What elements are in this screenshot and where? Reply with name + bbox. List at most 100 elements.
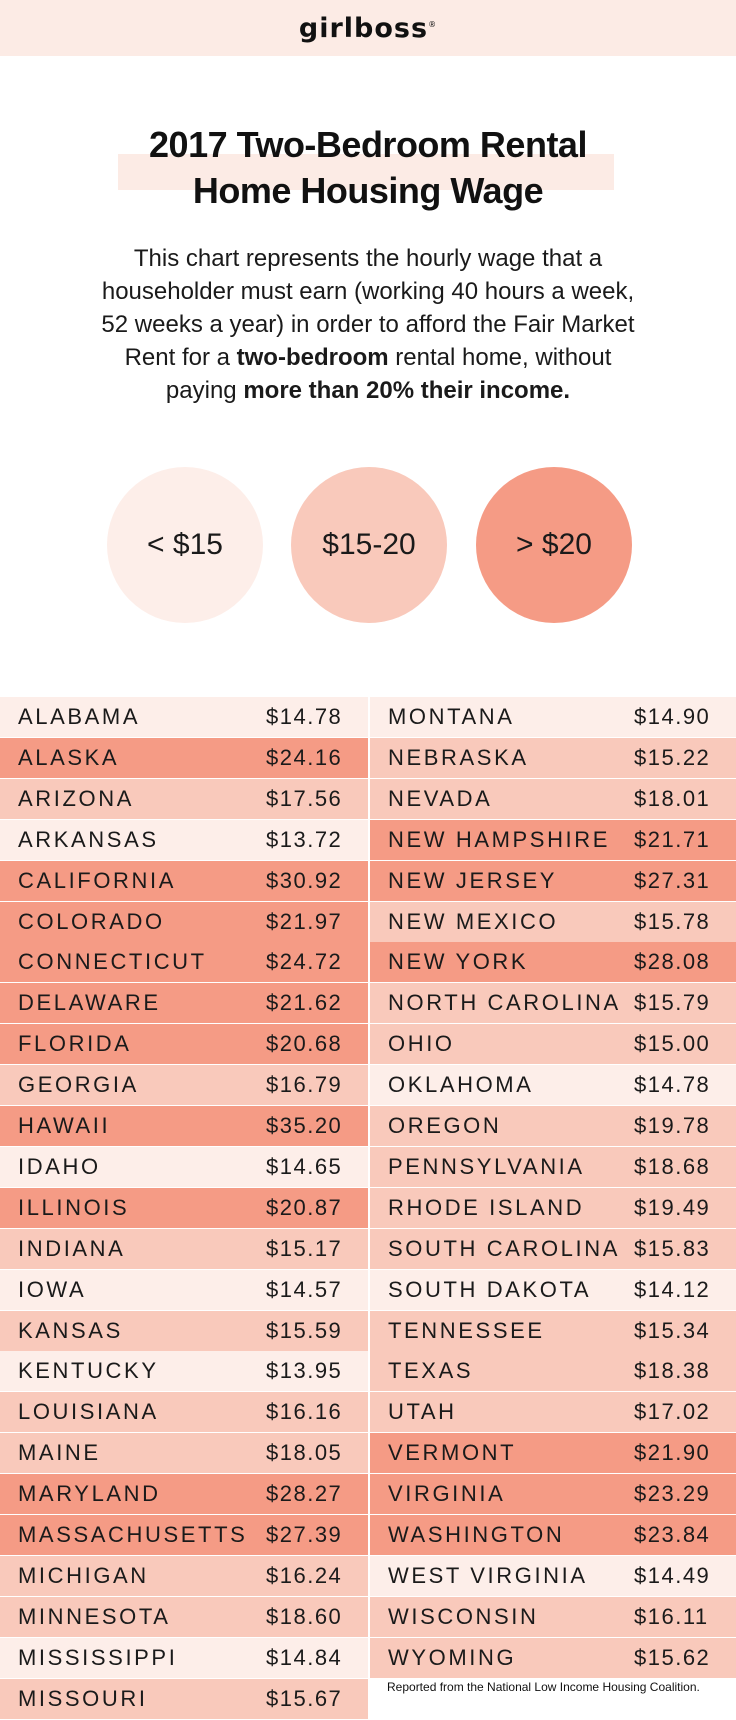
state-name: OKLAHOMA [388,1072,534,1098]
state-name: WISCONSIN [388,1603,539,1629]
wage-value: $18.38 [634,1358,711,1384]
table-row: NEW HAMPSHIRE $21.71 [370,819,736,861]
wage-value: $14.78 [266,704,343,729]
state-name: KANSAS [18,1317,123,1343]
logo-text: girlboss [298,12,429,44]
table-row: MISSOURI $15.67 [0,1678,368,1720]
state-name: SOUTH DAKOTA [388,1276,592,1302]
wage-value: $18.01 [634,785,711,811]
state-name: HAWAII [18,1113,111,1138]
table-row: MISSISSIPPI $14.84 [0,1637,368,1679]
state-name: IOWA [18,1276,87,1302]
table-row: NEBRASKA $15.22 [370,737,736,779]
table-row: HAWAII $35.20 [0,1106,368,1147]
legend-mid-label: $15-20 [322,528,416,561]
table-row: LOUISIANA $16.16 [0,1392,368,1434]
state-name: MAINE [18,1440,101,1466]
wage-value: $18.05 [266,1440,343,1466]
table-row: GEORGIA $16.79 [0,1065,368,1107]
table-row: OKLAHOMA $14.78 [370,1065,736,1107]
wage-value: $18.60 [266,1603,343,1629]
legend-high-label: > $20 [516,528,592,561]
wage-value: $19.78 [634,1113,711,1138]
table-row: MONTANA $14.90 [370,697,736,738]
wage-value: $28.08 [634,949,711,975]
state-name: MICHIGAN [18,1562,149,1588]
table-row: MAINE $18.05 [0,1433,368,1475]
table-row: FLORIDA $20.68 [0,1024,368,1066]
state-name: CONNECTICUT [18,949,207,975]
state-name: PENNSYLVANIA [388,1153,585,1179]
wage-value: $23.29 [634,1481,711,1507]
state-name: VERMONT [388,1440,517,1466]
state-name: ALASKA [18,744,120,770]
table-row: ALABAMA $14.78 [0,697,368,738]
title-block: 2017 Two-Bedroom Rental Home Housing Wag… [0,122,736,214]
wage-value: $15.67 [266,1685,343,1711]
table-row: VERMONT $21.90 [370,1433,736,1475]
state-name: RHODE ISLAND [388,1194,585,1220]
table-row: KENTUCKY $13.95 [0,1351,368,1393]
wage-value: $15.83 [634,1235,711,1261]
wage-value: $27.39 [266,1522,343,1547]
wage-value: $21.71 [634,826,711,852]
source-note: Reported from the National Low Income Ho… [387,1680,700,1694]
wage-value: $14.12 [634,1276,711,1302]
wage-value: $15.79 [634,990,711,1016]
wage-value: $16.79 [266,1072,343,1098]
state-name: WEST VIRGINIA [388,1562,588,1588]
state-name: SOUTH CAROLINA [388,1235,620,1261]
table-row: WASHINGTON $23.84 [370,1515,736,1556]
state-name: ILLINOIS [18,1194,130,1220]
table-row: UTAH $17.02 [370,1392,736,1434]
state-name: MISSOURI [18,1685,148,1711]
wage-value: $14.65 [266,1153,343,1179]
state-name: LOUISIANA [18,1399,159,1425]
table-row: WEST VIRGINIA $14.49 [370,1555,736,1597]
table-row: NEW YORK $28.08 [370,942,736,984]
wage-value: $16.24 [266,1562,343,1588]
wage-value: $13.95 [266,1358,343,1384]
state-name: WASHINGTON [388,1522,565,1547]
wage-value: $13.72 [266,826,343,852]
wage-value: $14.57 [266,1276,343,1302]
legend-low-label: < $15 [147,528,223,561]
legend-mid: $15-20 [291,467,447,623]
table-row: COLORADO $21.97 [0,901,368,943]
state-name: FLORIDA [18,1031,132,1057]
wage-value: $20.87 [266,1194,343,1220]
wage-value: $17.56 [266,785,343,811]
state-name: TENNESSEE [388,1317,545,1343]
state-name: MINNESOTA [18,1603,171,1629]
wage-value: $15.17 [266,1235,343,1261]
state-name: ALABAMA [18,704,141,729]
title-line-1: 2017 Two-Bedroom Rental [149,124,587,165]
state-name: NEW HAMPSHIRE [388,826,611,852]
state-name: NEW JERSEY [388,867,558,893]
state-name: ARKANSAS [18,826,159,852]
table-row: CALIFORNIA $30.92 [0,860,368,902]
table-row: NEW MEXICO $15.78 [370,901,736,943]
description-text-1: This chart represents the hourly wage th… [101,245,635,371]
wage-value: $19.49 [634,1194,711,1220]
table-row: IDAHO $14.65 [0,1146,368,1188]
state-name: CALIFORNIA [18,867,177,893]
state-name: MARYLAND [18,1481,161,1507]
page-title: 2017 Two-Bedroom Rental Home Housing Wag… [0,122,736,214]
state-name: NEW YORK [388,949,529,975]
legend-high: > $20 [476,467,632,623]
table-row: INDIANA $15.17 [0,1228,368,1270]
state-name: NORTH CAROLINA [388,990,621,1016]
table-row: NORTH CAROLINA $15.79 [370,983,736,1025]
table-row: SOUTH DAKOTA $14.12 [370,1269,736,1311]
state-name: OREGON [388,1113,502,1138]
state-name: NEVADA [388,785,493,811]
title-line-2: Home Housing Wage [192,170,544,211]
state-name: KENTUCKY [18,1358,159,1384]
state-name: NEBRASKA [388,744,529,770]
legend-low: < $15 [107,467,263,623]
table-row: OHIO $15.00 [370,1024,736,1066]
wage-value: $15.34 [634,1317,711,1343]
wage-value: $14.84 [266,1644,343,1670]
registered-mark-icon: ® [428,19,438,29]
